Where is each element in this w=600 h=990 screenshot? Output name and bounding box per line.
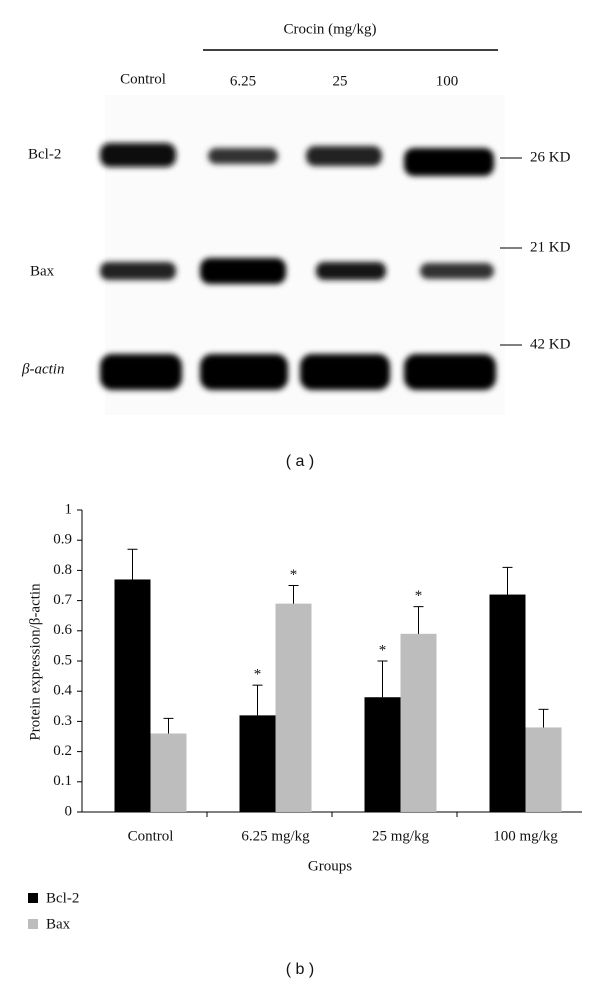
significance-mark: * <box>254 667 262 683</box>
legend-label: Bcl-2 <box>46 890 79 906</box>
size-label: 26 KD <box>530 149 571 165</box>
bar <box>239 715 276 812</box>
x-tick-label: Control <box>128 828 174 844</box>
x-tick-label: 100 mg/kg <box>493 828 558 844</box>
y-tick-label: 0.5 <box>53 652 72 668</box>
panel-label: ( b ) <box>286 961 314 978</box>
legend-swatch <box>28 919 38 929</box>
y-tick-label: 0 <box>65 803 73 819</box>
lane-label: 100 <box>436 73 459 89</box>
y-tick-label: 0.2 <box>53 743 72 759</box>
significance-mark: * <box>415 588 423 604</box>
bar <box>489 594 526 812</box>
y-tick-label: 0.6 <box>53 622 72 638</box>
bar <box>400 633 437 812</box>
y-tick-label: 1 <box>65 501 73 517</box>
y-tick-label: 0.8 <box>53 562 72 578</box>
x-tick-label: 25 mg/kg <box>372 828 430 844</box>
y-tick-label: 0.3 <box>53 713 72 729</box>
y-tick-label: 0.1 <box>53 773 72 789</box>
panel-label: ( a ) <box>286 453 314 470</box>
bar <box>275 603 312 812</box>
x-tick-label: 6.25 mg/kg <box>241 828 310 844</box>
y-axis-label: Protein expression/β-actin <box>27 583 43 741</box>
y-tick-label: 0.4 <box>53 683 72 699</box>
bands <box>100 143 496 390</box>
bar <box>525 727 562 812</box>
legend-swatch <box>28 893 38 903</box>
row-label: β-actin <box>21 361 64 377</box>
y-tick-label: 0.9 <box>53 532 72 548</box>
treatment-label: Crocin (mg/kg) <box>284 21 377 37</box>
size-label: 42 KD <box>530 336 571 352</box>
significance-mark: * <box>379 642 387 658</box>
bar <box>364 697 401 812</box>
bar <box>150 733 187 812</box>
significance-mark: * <box>290 567 298 583</box>
lane-label: 6.25 <box>230 73 256 89</box>
bar <box>114 579 151 812</box>
blot: Crocin (mg/kg) Control 6.25 25 100 Bcl-2… <box>21 21 571 415</box>
legend-label: Bax <box>46 916 71 932</box>
lane-label: Control <box>120 71 166 87</box>
lane-label: 25 <box>333 73 348 89</box>
row-label: Bcl-2 <box>28 146 61 162</box>
size-label: 21 KD <box>530 239 571 255</box>
x-axis-label: Groups <box>308 858 352 874</box>
y-tick-label: 0.7 <box>53 592 72 608</box>
row-label: Bax <box>30 263 55 279</box>
